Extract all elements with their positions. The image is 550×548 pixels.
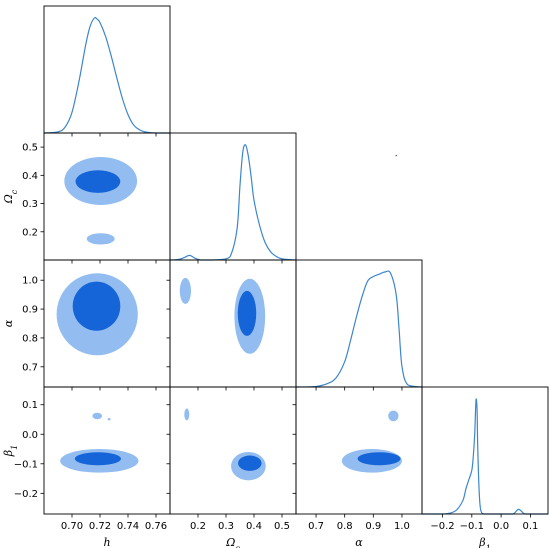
contour-panel-h-alpha bbox=[56, 273, 138, 356]
x-tick-label-alpha-0: 0.7 bbox=[308, 521, 324, 532]
contour-95-h-omega_c-1 bbox=[86, 233, 115, 245]
y-tick-label-alpha-1: 0.8 bbox=[22, 333, 38, 344]
contour-95-omega_c-beta_1-1 bbox=[184, 408, 190, 421]
contour-panel-h-beta_1 bbox=[60, 412, 139, 473]
marginal-curve-beta_1 bbox=[421, 398, 548, 515]
y-tick-label-alpha-3: 1.0 bbox=[22, 276, 38, 287]
panel-frame-h-h bbox=[43, 5, 171, 134]
contour-68-h-alpha-0 bbox=[72, 281, 121, 331]
contour-95-h-beta_1-2 bbox=[107, 418, 111, 421]
contour-panel-alpha-beta_1 bbox=[341, 410, 402, 473]
panel-frame-alpha-alpha bbox=[295, 259, 423, 388]
x-axis-label-beta_1: β1 bbox=[478, 536, 490, 548]
y-axis-label-alpha: α bbox=[2, 319, 15, 327]
contour-68-omega_c-alpha-0 bbox=[237, 290, 257, 336]
y-tick-label-alpha-2: 0.9 bbox=[22, 305, 38, 316]
x-tick-label-alpha-1: 0.8 bbox=[337, 521, 353, 532]
x-tick-label-beta_1-2: 0.0 bbox=[493, 521, 509, 532]
x-tick-label-beta_1-3: 0.1 bbox=[522, 521, 538, 532]
y-tick-label-omega_c-2: 0.4 bbox=[22, 171, 38, 182]
contour-68-omega_c-beta_1-0 bbox=[238, 455, 262, 471]
y-tick-label-omega_c-1: 0.3 bbox=[22, 199, 38, 210]
y-tick-label-omega_c-3: 0.5 bbox=[22, 143, 38, 154]
x-tick-label-h-2: 0.74 bbox=[117, 521, 139, 532]
y-tick-label-alpha-0: 0.7 bbox=[22, 362, 38, 373]
marginal-curve-omega_c bbox=[169, 144, 297, 261]
y-tick-label-beta_1-0: −0.2 bbox=[14, 489, 38, 500]
stray-point-0 bbox=[395, 154, 397, 157]
marginal-curve-h bbox=[43, 16, 170, 134]
x-axis-label-h: h bbox=[103, 536, 110, 548]
x-axis-label-alpha: α bbox=[355, 536, 363, 548]
contour-panel-h-omega_c bbox=[64, 156, 138, 245]
contour-95-omega_c-alpha-1 bbox=[179, 277, 191, 304]
contour-panel-omega_c-alpha bbox=[179, 277, 266, 354]
x-tick-label-h-0: 0.70 bbox=[61, 521, 83, 532]
panel-frame-omega_c-alpha bbox=[169, 259, 297, 388]
x-tick-label-alpha-3: 1.0 bbox=[394, 521, 410, 532]
x-axis-label-omega_c: Ωc bbox=[225, 536, 240, 548]
contour-68-h-beta_1-0 bbox=[74, 452, 121, 466]
y-tick-label-beta_1-3: 0.1 bbox=[22, 400, 38, 411]
x-tick-label-h-1: 0.72 bbox=[89, 521, 111, 532]
contour-68-alpha-beta_1-0 bbox=[357, 452, 401, 466]
x-tick-label-omega_c-3: 0.5 bbox=[274, 521, 290, 532]
x-tick-label-alpha-2: 0.9 bbox=[365, 521, 381, 532]
y-tick-label-beta_1-2: 0.0 bbox=[22, 430, 38, 441]
x-tick-label-beta_1-1: −0.1 bbox=[460, 521, 484, 532]
y-axis-label-beta_1: β1 bbox=[2, 445, 19, 457]
contour-95-h-beta_1-1 bbox=[92, 412, 103, 420]
y-axis-label-omega_c: Ωc bbox=[2, 189, 19, 204]
panel-frame-omega_c-omega_c bbox=[169, 132, 297, 261]
x-tick-label-omega_c-0: 0.2 bbox=[190, 521, 206, 532]
y-tick-label-omega_c-0: 0.2 bbox=[22, 227, 38, 238]
y-tick-label-beta_1-1: −0.1 bbox=[14, 459, 38, 470]
x-tick-label-beta_1-0: −0.2 bbox=[430, 521, 454, 532]
contour-68-h-omega_c-0 bbox=[75, 170, 121, 193]
x-tick-label-omega_c-2: 0.4 bbox=[246, 521, 262, 532]
x-tick-label-h-3: 0.76 bbox=[145, 521, 167, 532]
contour-95-alpha-beta_1-1 bbox=[388, 410, 399, 422]
panel-frame-omega_c-beta_1 bbox=[169, 386, 297, 515]
marginal-curve-alpha bbox=[295, 270, 423, 388]
x-tick-label-omega_c-1: 0.3 bbox=[218, 521, 234, 532]
contour-panel-omega_c-beta_1 bbox=[184, 408, 266, 481]
panel-frame-beta_1-beta_1 bbox=[421, 386, 549, 515]
